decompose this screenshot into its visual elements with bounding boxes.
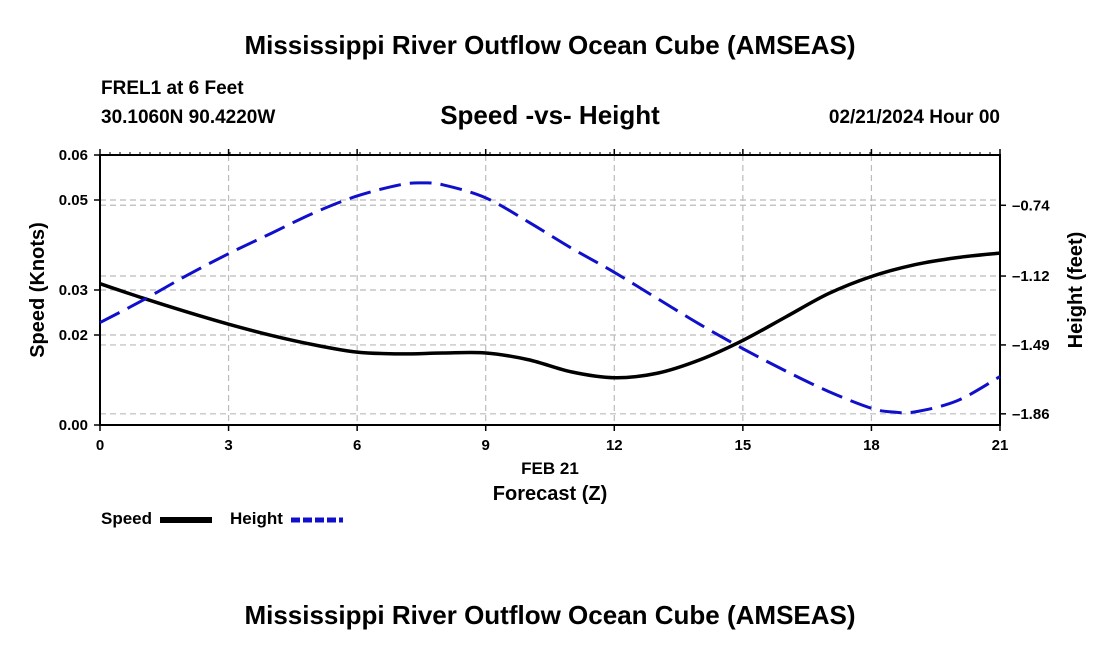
page-title: Mississippi River Outflow Ocean Cube (AM… <box>244 30 856 60</box>
chart-title: Speed -vs- Height <box>440 100 660 130</box>
series-lines <box>99 181 1001 415</box>
legend-height-label: Height <box>230 509 283 528</box>
height-series-line <box>99 181 1001 415</box>
y-right-axis-label: Height (feet) <box>1065 232 1087 349</box>
forecast-datetime: 02/21/2024 Hour 00 <box>828 107 1000 128</box>
x-tick-label: 18 <box>863 437 880 454</box>
x-tick-label: 21 <box>992 437 1009 454</box>
speed-series-line <box>99 251 1001 380</box>
y-left-tick-label: 0.06 <box>59 147 88 164</box>
x-tick-label: 3 <box>224 437 232 454</box>
y-right-tick-label: –0.74 <box>1012 197 1050 214</box>
y-right-tick-label: –1.12 <box>1012 268 1050 285</box>
x-tick-label: 15 <box>735 437 752 454</box>
x-axis-label: Forecast (Z) <box>493 483 607 505</box>
x-tick-label: 0 <box>96 437 104 454</box>
grid-lines <box>100 155 1000 425</box>
y-left-tick-label: 0.00 <box>59 417 88 434</box>
axis-ticks: 0 3 6 9 12 15 18 21 0.00 0.02 0.03 0.05 0.06 –1.86 –1.… <box>59 147 1050 454</box>
x-tick-label: 9 <box>482 437 490 454</box>
y-left-tick-label: 0.05 <box>59 192 88 209</box>
y-left-tick-label: 0.02 <box>59 327 88 344</box>
legend-speed-label: Speed <box>101 509 153 528</box>
x-date-label: FEB 21 <box>521 459 579 478</box>
y-right-tick-label: –1.86 <box>1012 406 1050 423</box>
y-left-axis-label: Speed (Knots) <box>27 222 49 358</box>
y-left-tick-label: 0.03 <box>59 282 88 299</box>
station-label: FREL1 at 6 Feet <box>101 78 244 99</box>
y-right-tick-label: –1.49 <box>1012 337 1050 354</box>
x-tick-label: 12 <box>606 437 623 454</box>
footer-title: Mississippi River Outflow Ocean Cube (AM… <box>244 600 856 630</box>
station-coords: 30.1060N 90.4220W <box>101 107 276 128</box>
x-tick-label: 6 <box>353 437 361 454</box>
